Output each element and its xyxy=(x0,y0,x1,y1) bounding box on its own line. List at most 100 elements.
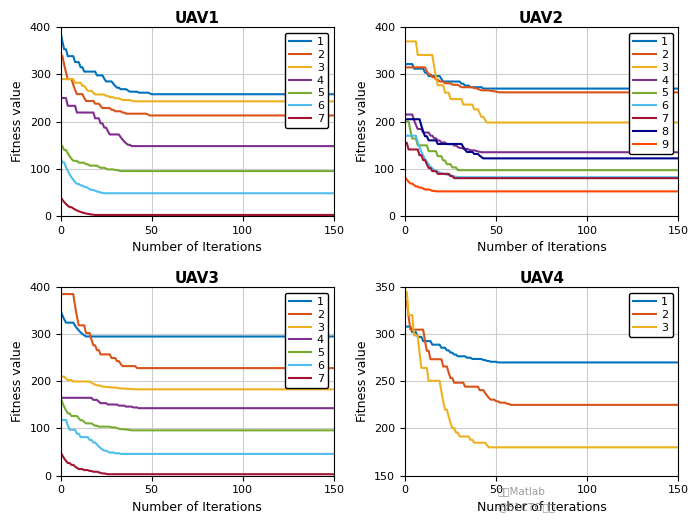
Legend: 1, 2, 3, 4, 5, 6, 7: 1, 2, 3, 4, 5, 6, 7 xyxy=(285,292,328,388)
6 xyxy=(326,451,335,457)
1 xyxy=(674,86,682,92)
7 xyxy=(231,471,239,477)
5 xyxy=(224,427,232,434)
3 xyxy=(56,76,64,82)
5 xyxy=(330,168,338,174)
1 xyxy=(326,333,335,340)
Line: 4: 4 xyxy=(60,98,334,146)
1 xyxy=(576,86,584,92)
2 xyxy=(56,291,64,297)
3 xyxy=(133,386,141,393)
Legend: 1, 2, 3, 4, 5, 6, 7, 8, 9: 1, 2, 3, 4, 5, 6, 7, 8, 9 xyxy=(629,33,673,154)
Line: 3: 3 xyxy=(60,376,334,390)
Y-axis label: Fitness value: Fitness value xyxy=(356,341,369,422)
Title: UAV4: UAV4 xyxy=(519,271,564,286)
6 xyxy=(231,451,239,457)
6 xyxy=(224,451,232,457)
5 xyxy=(674,167,682,173)
6 xyxy=(326,190,335,196)
2 xyxy=(499,89,508,96)
1 xyxy=(191,333,200,340)
1 xyxy=(568,86,577,92)
5 xyxy=(224,168,232,174)
2 xyxy=(224,112,232,119)
Line: 4: 4 xyxy=(60,398,334,408)
1 xyxy=(536,359,544,365)
7 xyxy=(91,212,99,218)
1 xyxy=(671,359,679,365)
1 xyxy=(401,323,410,330)
3 xyxy=(231,98,239,104)
6 xyxy=(155,190,163,196)
Y-axis label: Fitness value: Fitness value xyxy=(356,81,369,162)
2 xyxy=(401,298,410,304)
2 xyxy=(594,402,603,408)
7 xyxy=(191,212,200,218)
4 xyxy=(401,111,410,118)
Line: 5: 5 xyxy=(405,122,678,170)
6 xyxy=(56,154,64,160)
1 xyxy=(401,61,410,67)
2 xyxy=(401,64,410,70)
6 xyxy=(401,133,410,139)
7 xyxy=(231,212,239,218)
8 xyxy=(568,155,577,162)
Line: 5: 5 xyxy=(60,398,334,430)
3 xyxy=(674,444,682,450)
3 xyxy=(191,386,200,393)
6 xyxy=(191,190,200,196)
6 xyxy=(594,174,603,181)
Line: 1: 1 xyxy=(405,64,678,89)
2 xyxy=(674,89,682,96)
7 xyxy=(56,194,64,200)
6 xyxy=(224,190,232,196)
8 xyxy=(536,155,544,162)
3 xyxy=(191,98,200,104)
9 xyxy=(576,188,584,195)
4 xyxy=(536,149,544,155)
2 xyxy=(496,89,504,96)
5 xyxy=(191,168,200,174)
Legend: 1, 2, 3: 1, 2, 3 xyxy=(629,292,673,337)
Line: 8: 8 xyxy=(405,119,678,159)
X-axis label: Number of Iterations: Number of Iterations xyxy=(477,241,606,254)
9 xyxy=(401,174,410,181)
3 xyxy=(576,119,584,125)
1 xyxy=(249,333,258,340)
1 xyxy=(224,333,232,340)
8 xyxy=(594,155,603,162)
1 xyxy=(568,359,577,365)
2 xyxy=(498,400,506,406)
2 xyxy=(146,112,154,119)
1 xyxy=(494,359,502,365)
1 xyxy=(191,91,200,97)
4 xyxy=(674,149,682,155)
6 xyxy=(536,174,544,181)
2 xyxy=(330,112,338,119)
4 xyxy=(155,143,163,149)
2 xyxy=(249,112,258,119)
7 xyxy=(224,212,232,218)
2 xyxy=(249,365,258,371)
3 xyxy=(224,386,232,393)
7 xyxy=(576,175,584,181)
4 xyxy=(191,405,200,411)
7 xyxy=(674,175,682,181)
1 xyxy=(231,91,239,97)
4 xyxy=(155,405,163,411)
2 xyxy=(674,402,682,408)
1 xyxy=(479,86,487,92)
3 xyxy=(249,386,258,393)
8 xyxy=(576,155,584,162)
Line: 2: 2 xyxy=(405,301,678,405)
5 xyxy=(454,167,462,173)
6 xyxy=(155,451,163,457)
2 xyxy=(155,365,163,371)
8 xyxy=(674,155,682,162)
4 xyxy=(224,143,232,149)
2 xyxy=(671,402,679,408)
4 xyxy=(576,149,584,155)
3 xyxy=(484,444,493,450)
3 xyxy=(231,386,239,393)
1 xyxy=(576,359,584,365)
